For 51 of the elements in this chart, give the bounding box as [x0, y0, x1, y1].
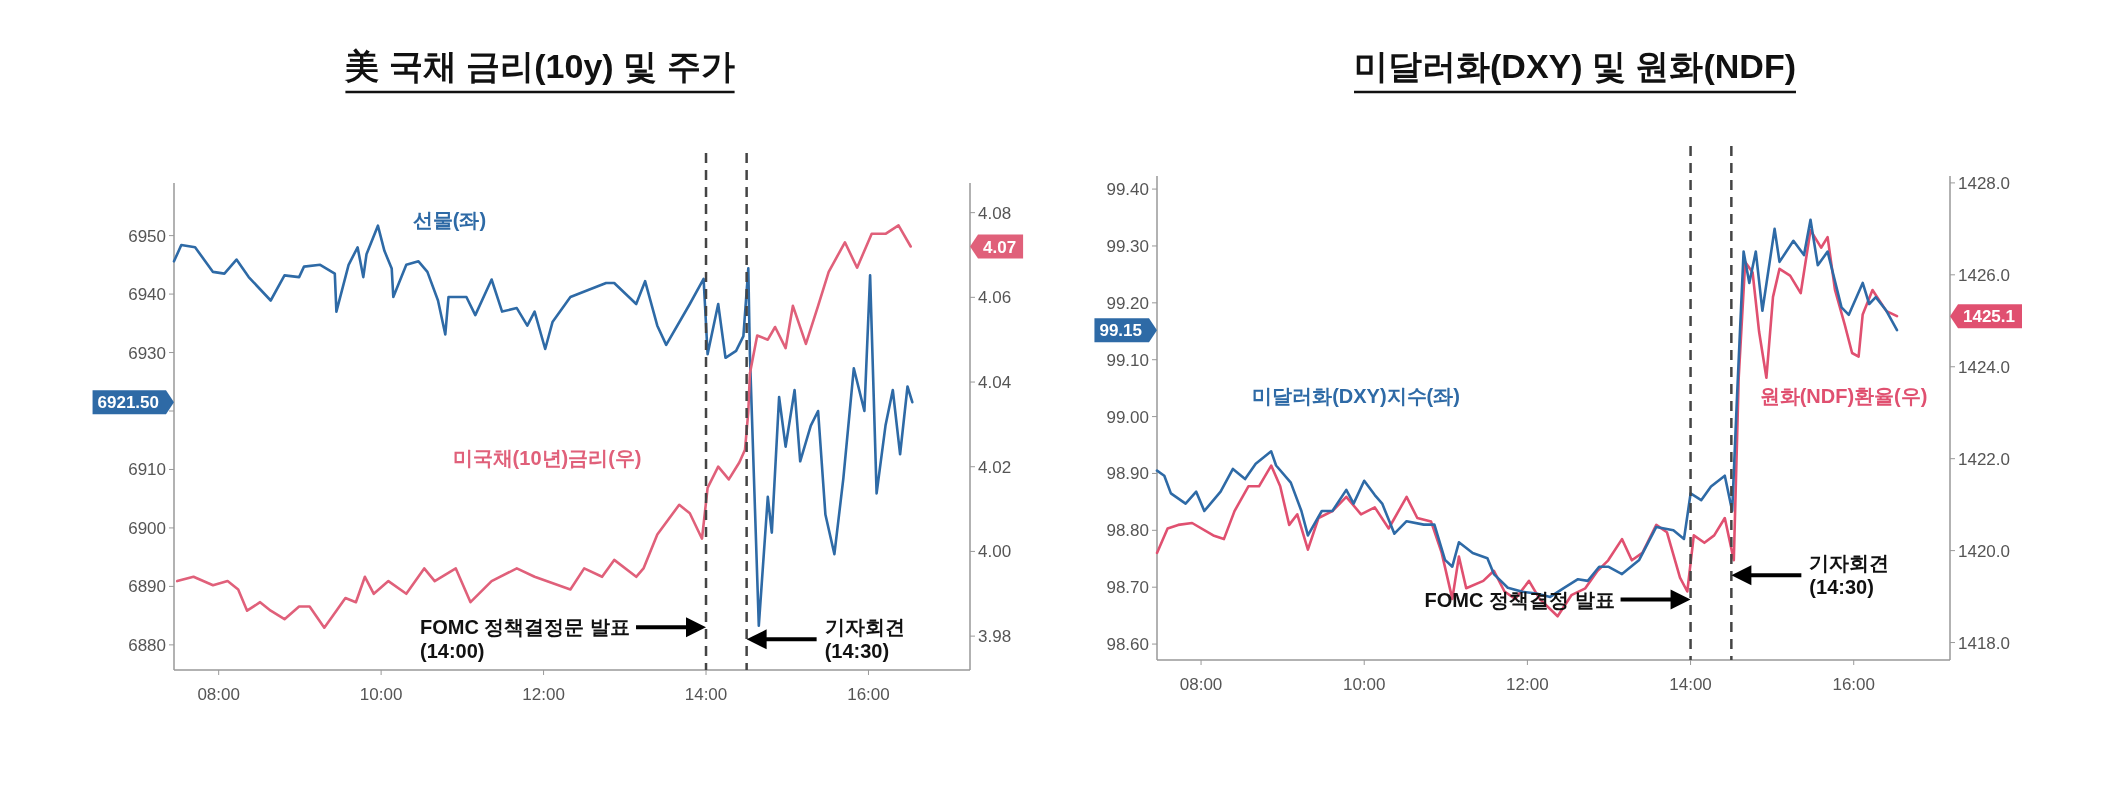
text: 미달러화(DXY)지수(좌)	[1252, 385, 1460, 408]
y-tick-label: 99.20	[1106, 293, 1149, 313]
y-tick-label: 6940	[128, 285, 166, 305]
x-tick-label: 10:00	[1342, 675, 1386, 694]
y2-tick-label: 4.04	[978, 373, 1012, 393]
y-tick-label: 99.00	[1106, 407, 1149, 427]
y-tick-label: 6910	[128, 460, 166, 480]
y2-tick-label: 1422.0	[1958, 449, 2010, 469]
y-tick-label: 98.70	[1106, 578, 1149, 598]
value-tag: 1425.1	[1950, 304, 2022, 329]
y-tick-label: 98.90	[1106, 464, 1149, 484]
annotation: FOMC 정책결정문 발표 (14:00)	[420, 616, 631, 663]
annotation: 기자회견 (14:30)	[824, 616, 905, 663]
x-tick-label: 16:00	[1832, 675, 1875, 694]
y-tick-label: 6950	[128, 226, 166, 246]
x-tick-label: 14:00	[684, 685, 728, 704]
value-tag: 4.07	[970, 234, 1024, 259]
y2-tick-label: 4.00	[978, 542, 1012, 562]
x-tick-label: 08:00	[197, 685, 240, 704]
chart-title: 美 국채 금리(10y) 및 주가	[344, 47, 735, 85]
x-tick-label: 12:00	[1506, 675, 1549, 694]
series-label: 원화(NDF)환율(우)	[1759, 385, 1928, 408]
x-tick-label: 14:00	[1669, 675, 1712, 694]
y2-tick-label: 4.08	[978, 203, 1012, 223]
chart-title: 미달러화(DXY) 및 원화(NDF)	[1354, 47, 1796, 85]
y2-tick-label: 4.06	[978, 288, 1012, 308]
y2-tick-label: 1420.0	[1958, 541, 2010, 561]
y-tick-label: 99.30	[1106, 236, 1149, 256]
x-tick-label: 08:00	[1179, 675, 1223, 694]
y-tick-label: 98.60	[1106, 635, 1149, 655]
x-tick-label: 12:00	[522, 685, 565, 704]
y-tick-label: 98.80	[1106, 521, 1149, 541]
x-tick-label: 16:00	[847, 685, 890, 704]
series-label: 선물(좌)	[412, 208, 487, 231]
y2-tick-label: 1424.0	[1958, 357, 2010, 377]
y-tick-label: 6880	[128, 635, 166, 655]
y2-tick-label: 1428.0	[1958, 173, 2010, 193]
x-tick-label: 10:00	[359, 685, 403, 704]
value-tag: 6921.50	[92, 390, 174, 415]
y2-tick-label: 1418.0	[1958, 633, 2010, 653]
y-tick-label: 99.40	[1106, 180, 1149, 200]
value-tag: 99.15	[1094, 318, 1157, 343]
y-tick-label: 6890	[128, 577, 166, 597]
text: 미국채(10년)금리(우)	[452, 447, 642, 470]
annotation: 기자회견 (14:30)	[1809, 552, 1890, 599]
y-tick-label: 99.10	[1106, 350, 1149, 370]
y2-tick-label: 3.98	[978, 627, 1012, 647]
y-tick-label: 6930	[128, 343, 166, 363]
y2-tick-label: 1426.0	[1958, 265, 2010, 285]
y2-tick-label: 4.02	[978, 457, 1012, 477]
y-tick-label: 6900	[128, 518, 166, 538]
